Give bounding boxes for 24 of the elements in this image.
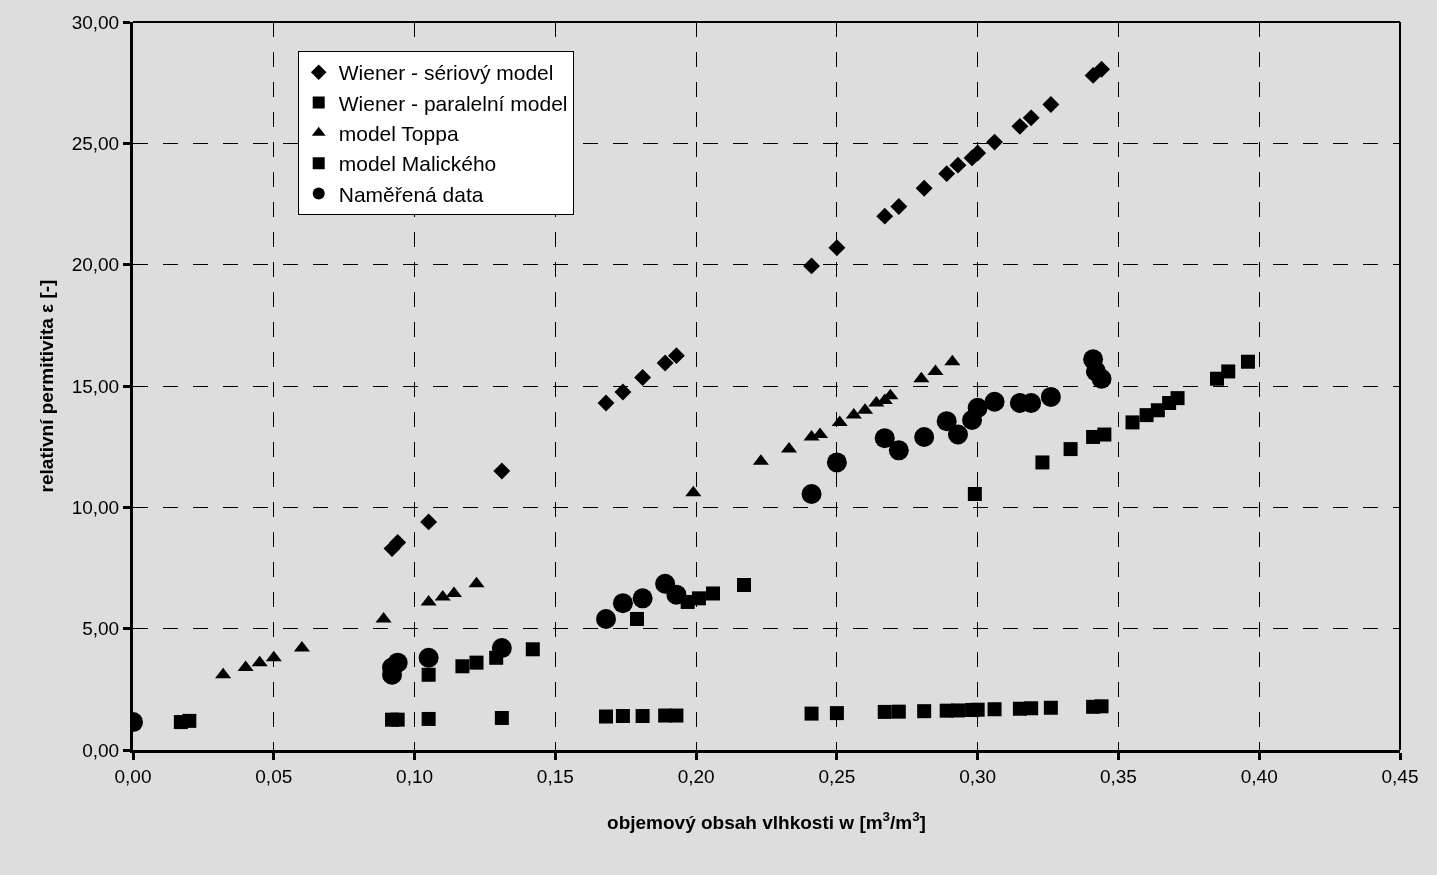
y-axis-title: relativní permitivita ε [-] (35, 279, 57, 493)
y-tick-label: 15,00 (71, 375, 120, 397)
y-tick-label: 20,00 (71, 254, 120, 276)
x-tick-label: 0,45 (1381, 765, 1419, 787)
legend-label: Wiener - paralelní model (338, 91, 568, 115)
y-tick-label: 30,00 (71, 11, 120, 33)
legend-label: Wiener - sériový model (338, 61, 554, 85)
x-tick-label: 0,00 (114, 765, 152, 787)
y-tick-label: 10,00 (71, 496, 120, 518)
y-tick-label: 25,00 (71, 132, 120, 154)
y-tick-label: 0,00 (82, 739, 120, 761)
y-tick-label: 5,00 (82, 618, 120, 640)
x-tick-label: 0,35 (1099, 765, 1137, 787)
x-tick-label: 0,20 (677, 765, 715, 787)
x-tick-label: 0,05 (255, 765, 293, 787)
legend-label: model Malického (338, 152, 497, 176)
x-tick-label: 0,40 (1240, 765, 1278, 787)
x-tick-label: 0,25 (818, 765, 856, 787)
x-tick-label: 0,15 (536, 765, 574, 787)
legend-label: Naměřená data (338, 182, 484, 206)
x-tick-label: 0,30 (959, 765, 997, 787)
x-tick-label: 0,10 (396, 765, 434, 787)
legend-label: model Toppa (338, 122, 459, 146)
x-axis-title: objemový obsah vlhkosti w [m$^{3}$/m$^{3}$] (607, 808, 926, 833)
